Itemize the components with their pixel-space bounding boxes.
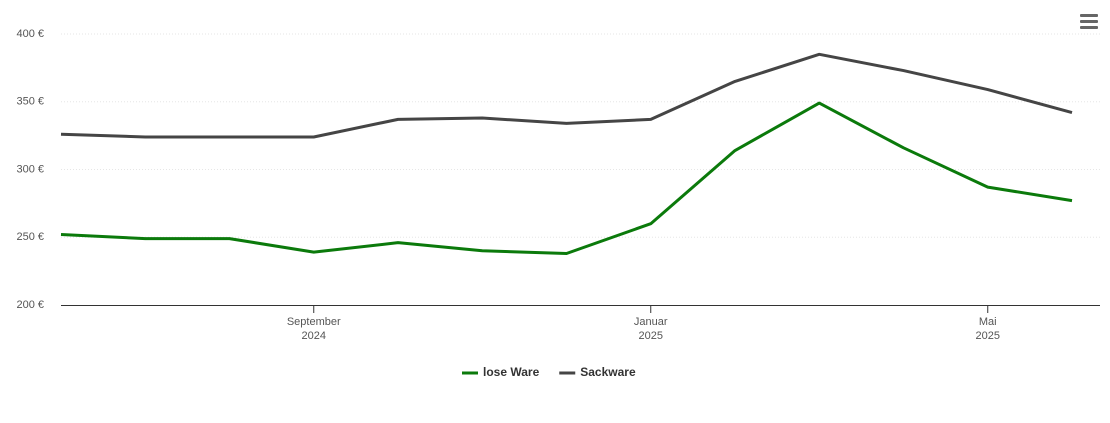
y-tick-label: 350 € [16,96,44,108]
x-tick-label: 2024 [302,330,326,342]
x-tick-label: 2025 [976,330,1000,342]
x-tick-label: Januar [634,316,668,328]
x-tick-label: Mai [979,316,997,328]
menu-button[interactable] [1080,14,1098,29]
legend-label: lose Ware [483,365,540,379]
y-tick-label: 200 € [16,299,44,311]
y-tick-label: 250 € [16,231,44,243]
y-tick-label: 400 € [16,28,44,40]
menu-bar [1080,26,1098,29]
legend-label: Sackware [580,365,636,379]
line-series [60,101,1073,256]
menu-bar [1080,14,1098,17]
legend: lose Ware Sackware [462,365,636,379]
y-tick-label: 300 € [16,163,44,175]
menu-bar [1080,20,1098,23]
x-tick-label: 2025 [639,330,663,342]
x-tick-label: September [287,316,341,328]
line-series [60,52,1073,139]
